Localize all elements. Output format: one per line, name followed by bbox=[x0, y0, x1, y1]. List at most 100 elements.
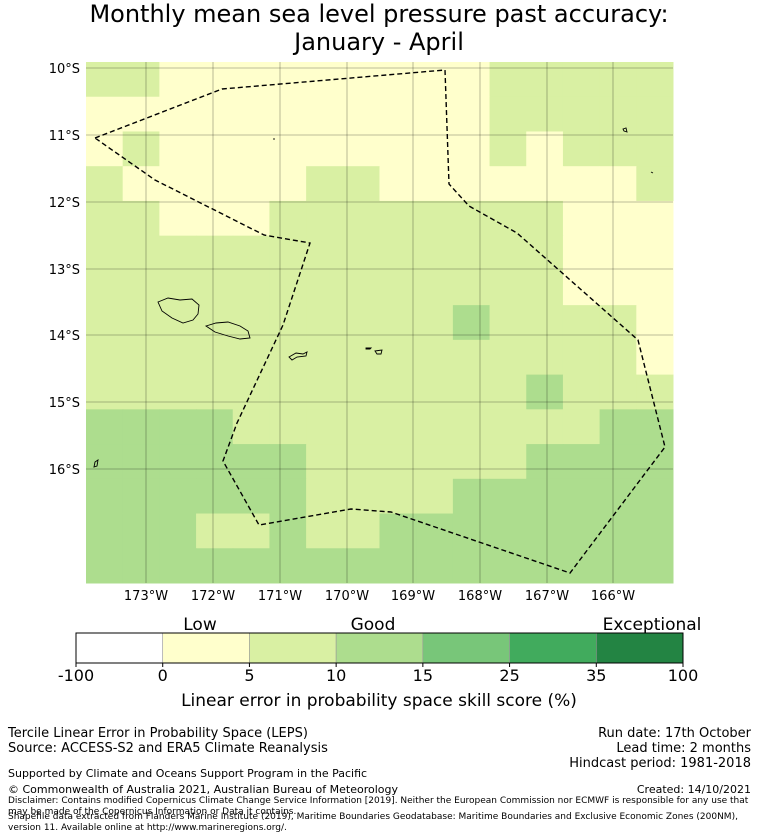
grid-cell bbox=[562, 444, 601, 480]
grid-cell bbox=[269, 200, 307, 237]
lat-label: 11°S bbox=[49, 129, 80, 144]
grid-cell bbox=[196, 270, 234, 306]
grid-cell bbox=[342, 548, 380, 584]
grid-cell bbox=[379, 374, 417, 410]
grid-cell bbox=[342, 374, 380, 410]
grid-cell bbox=[636, 96, 674, 132]
grid-cell bbox=[379, 62, 417, 98]
created-date: Created: 14/10/2021 bbox=[636, 783, 751, 796]
grid-cell bbox=[306, 548, 344, 584]
graticule bbox=[86, 62, 673, 583]
grid-cell bbox=[416, 478, 454, 515]
grid-cell bbox=[196, 339, 234, 376]
lat-label: 13°S bbox=[49, 263, 80, 278]
grid-cell bbox=[86, 409, 124, 445]
grid-cell bbox=[232, 96, 270, 132]
lon-label: 168°W bbox=[458, 589, 502, 600]
grid-cell bbox=[599, 444, 637, 480]
grid-cell bbox=[452, 166, 491, 202]
island-tutuila bbox=[288, 351, 308, 361]
colorbar-segment bbox=[422, 632, 510, 664]
lon-label: 166°W bbox=[591, 589, 635, 600]
colorbar-frame bbox=[75, 632, 684, 664]
grid-cell bbox=[159, 62, 197, 98]
grid-cell bbox=[636, 513, 674, 549]
grid-cell bbox=[122, 305, 160, 341]
supported-by: Supported by Climate and Oceans Support … bbox=[8, 767, 368, 780]
grid-cell bbox=[269, 374, 307, 410]
grid-cell bbox=[122, 548, 160, 584]
grid-cell bbox=[416, 409, 454, 445]
grid-cell bbox=[526, 200, 564, 237]
grid-cell bbox=[159, 444, 197, 480]
colorbar-tick-label: 25 bbox=[499, 666, 519, 685]
grid-cell bbox=[379, 409, 417, 445]
grid-cell bbox=[489, 548, 527, 584]
grid-cell bbox=[562, 270, 601, 306]
grid-cell bbox=[452, 62, 491, 98]
grid-cell bbox=[232, 270, 270, 306]
grid-cell bbox=[122, 513, 160, 549]
grid-cell bbox=[416, 200, 454, 237]
grid-cell bbox=[452, 235, 491, 271]
island-atoll-2 bbox=[650, 171, 654, 174]
grid-cell bbox=[342, 166, 380, 202]
colorbar-label: Linear error in probability space skill … bbox=[181, 691, 577, 711]
grid-cell bbox=[269, 444, 307, 480]
grid-cell bbox=[489, 339, 527, 376]
grid-cell bbox=[416, 270, 454, 306]
colorbar bbox=[75, 632, 684, 664]
grid-cell bbox=[232, 548, 270, 584]
skill-grid bbox=[86, 62, 674, 584]
grid-cell bbox=[306, 339, 344, 376]
info-right: Run date: 17th October Lead time: 2 mont… bbox=[569, 726, 751, 771]
grid-cell bbox=[269, 131, 307, 167]
lon-label: 171°W bbox=[258, 589, 302, 600]
longitude-labels: 173°W 172°W 171°W 170°W 169°W 168°W 167°W 166°W bbox=[124, 589, 635, 600]
run-date: Run date: 17th October bbox=[598, 726, 751, 741]
grid-cell bbox=[232, 339, 270, 376]
grid-cell bbox=[489, 131, 527, 167]
grid-cell bbox=[599, 166, 637, 202]
grid-cell bbox=[452, 200, 491, 237]
grid-cell bbox=[122, 270, 160, 306]
grid-cell bbox=[489, 62, 527, 98]
grid-cell bbox=[306, 200, 344, 237]
grid-cell bbox=[159, 478, 197, 515]
grid-cell bbox=[526, 62, 564, 98]
grid-cell bbox=[599, 374, 637, 410]
grid-cell bbox=[599, 548, 637, 584]
grid-cell bbox=[636, 131, 674, 167]
lat-label: 14°S bbox=[49, 329, 80, 344]
grid-cell bbox=[86, 96, 124, 132]
grid-cell bbox=[269, 409, 307, 445]
grid-cell bbox=[489, 235, 527, 271]
grid-cell bbox=[562, 305, 601, 341]
lon-label: 169°W bbox=[391, 589, 435, 600]
grid-cell bbox=[122, 339, 160, 376]
grid-cell bbox=[232, 444, 270, 480]
grid-cell bbox=[306, 270, 344, 306]
grid-cell bbox=[159, 96, 197, 132]
grid-cell bbox=[86, 270, 124, 306]
grid-cell bbox=[379, 513, 417, 549]
colorbar-segment bbox=[249, 632, 337, 664]
grid-cell bbox=[196, 235, 234, 271]
grid-cell bbox=[86, 62, 124, 98]
colorbar-ticks: -100 0 5 10 15 25 35 100 bbox=[58, 663, 698, 685]
grid-cell bbox=[269, 339, 307, 376]
lon-label: 170°W bbox=[325, 589, 369, 600]
grid-cell bbox=[232, 305, 270, 341]
grid-cell bbox=[526, 270, 564, 306]
grid-cell bbox=[489, 270, 527, 306]
grid-cell bbox=[526, 478, 564, 515]
grid-cell bbox=[562, 548, 601, 584]
grid-cell bbox=[636, 62, 674, 98]
grid-cell bbox=[452, 548, 491, 584]
grid-cell bbox=[232, 131, 270, 167]
grid-cell bbox=[599, 270, 637, 306]
grid-cell bbox=[489, 96, 527, 132]
grid-cell bbox=[342, 478, 380, 515]
grid-cell bbox=[159, 200, 197, 237]
colorbar-segment bbox=[162, 632, 250, 664]
